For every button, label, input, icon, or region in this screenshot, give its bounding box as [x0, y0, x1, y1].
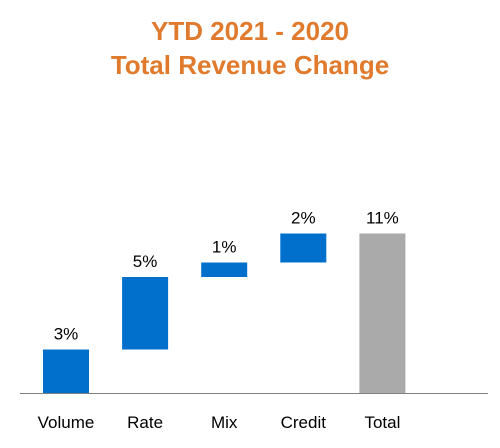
bar-total [359, 233, 406, 393]
bar-rate [122, 277, 169, 350]
data-label-total: 11% [366, 209, 399, 228]
bar-credit [280, 233, 327, 263]
category-label-rate: Rate [127, 413, 163, 432]
data-labels-group: 3% 5% 1% 2% 11% [54, 209, 399, 344]
category-labels-group: Volume Rate Mix Credit Total [38, 413, 401, 432]
data-label-volume: 3% [54, 325, 79, 344]
data-label-rate: 5% [133, 252, 158, 271]
category-label-credit: Credit [281, 413, 327, 432]
data-label-credit: 2% [291, 209, 316, 228]
chart-title-line-1: YTD 2021 - 2020 [150, 16, 349, 46]
category-label-mix: Mix [211, 413, 238, 432]
chart-title-line-2: Total Revenue Change [110, 50, 390, 80]
bar-mix [201, 262, 248, 277]
data-label-mix: 1% [212, 238, 237, 257]
category-label-volume: Volume [38, 413, 95, 432]
bars-group [43, 233, 406, 393]
bar-volume [43, 349, 89, 393]
category-label-total: Total [364, 413, 400, 432]
